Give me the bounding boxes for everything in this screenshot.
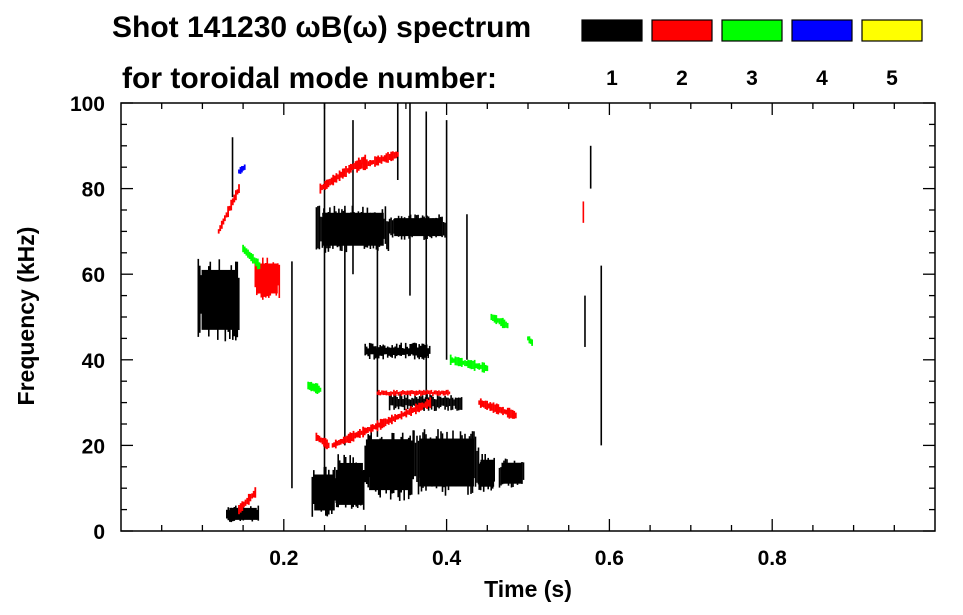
- mode-2-chirp-34: [238, 487, 257, 515]
- mode-1-blob-4: [413, 429, 480, 496]
- mode-3-chirp-37: [449, 354, 489, 373]
- mode-1-blob-2: [335, 454, 365, 510]
- legend-swatch-4: [791, 19, 853, 42]
- x-tick-label: 0.6: [595, 547, 624, 570]
- legend-swatch-2: [651, 19, 713, 42]
- legend-label-5: 5: [886, 67, 898, 90]
- legend-swatch-1: [581, 19, 643, 42]
- axis-ticks: [121, 102, 935, 532]
- spectrogram-data: [197, 103, 603, 523]
- y-axis-label: Frequency (kHz): [13, 227, 39, 406]
- mode-1-blob-3: [364, 429, 415, 501]
- legend-label-2: 2: [676, 67, 688, 90]
- chart-title-line2: for toroidal mode number:: [122, 62, 497, 95]
- x-tick-label: 0.2: [269, 547, 298, 570]
- mode-2-band-31: [376, 389, 451, 397]
- mode-3-chirp-36: [242, 244, 261, 270]
- mode-2-chirp-26: [217, 184, 240, 234]
- mode-3-chirp-40: [527, 336, 533, 346]
- legend-swatch-3: [721, 19, 783, 42]
- x-axis-label: Time (s): [484, 576, 572, 602]
- chart-title-line1: Shot 141230 ωB(ω) spectrum: [112, 11, 531, 44]
- y-tick-label: 80: [82, 179, 105, 202]
- mode-1-blob-8: [388, 214, 446, 240]
- axis-tick-labels: 0 20 40 60 80 100 0.2 0.4 0.6 0.8: [70, 93, 787, 570]
- y-tick-label: 0: [93, 521, 105, 544]
- mode-1-band-11: [364, 342, 431, 360]
- y-tick-label: 40: [82, 350, 105, 373]
- x-tick-label: 0.4: [432, 547, 462, 570]
- mode-4-chirp-41: [238, 164, 246, 174]
- mode-3-chirp-39: [490, 313, 509, 329]
- y-tick-label: 20: [82, 435, 105, 458]
- mode-2-chirp-28: [319, 154, 367, 194]
- legend-swatch-5: [861, 19, 923, 42]
- mode-1-blob-6: [498, 458, 525, 488]
- mode-1-blob-9: [226, 505, 260, 523]
- y-tick-label: 100: [70, 93, 105, 116]
- legend-label-3: 3: [746, 67, 758, 90]
- x-tick-label: 0.8: [758, 547, 788, 570]
- legend-label-4: 4: [816, 67, 828, 90]
- y-tick-label: 60: [82, 264, 105, 287]
- mode-2-chirp-29: [356, 151, 399, 173]
- mode-1-blob-5: [478, 454, 496, 492]
- mode-2-chirp-32: [331, 397, 432, 449]
- mode-legend: 1 2 3 4 5: [581, 19, 923, 90]
- mode-3-chirp-38: [307, 381, 322, 394]
- mode-2-blob-27: [254, 257, 281, 300]
- legend-label-1: 1: [606, 67, 618, 90]
- mode-2-chirp-33: [478, 398, 517, 419]
- mode-2-chirp-30: [315, 432, 330, 450]
- mode-1-blob-0: [197, 258, 240, 342]
- mode-1-blob-1: [311, 466, 338, 517]
